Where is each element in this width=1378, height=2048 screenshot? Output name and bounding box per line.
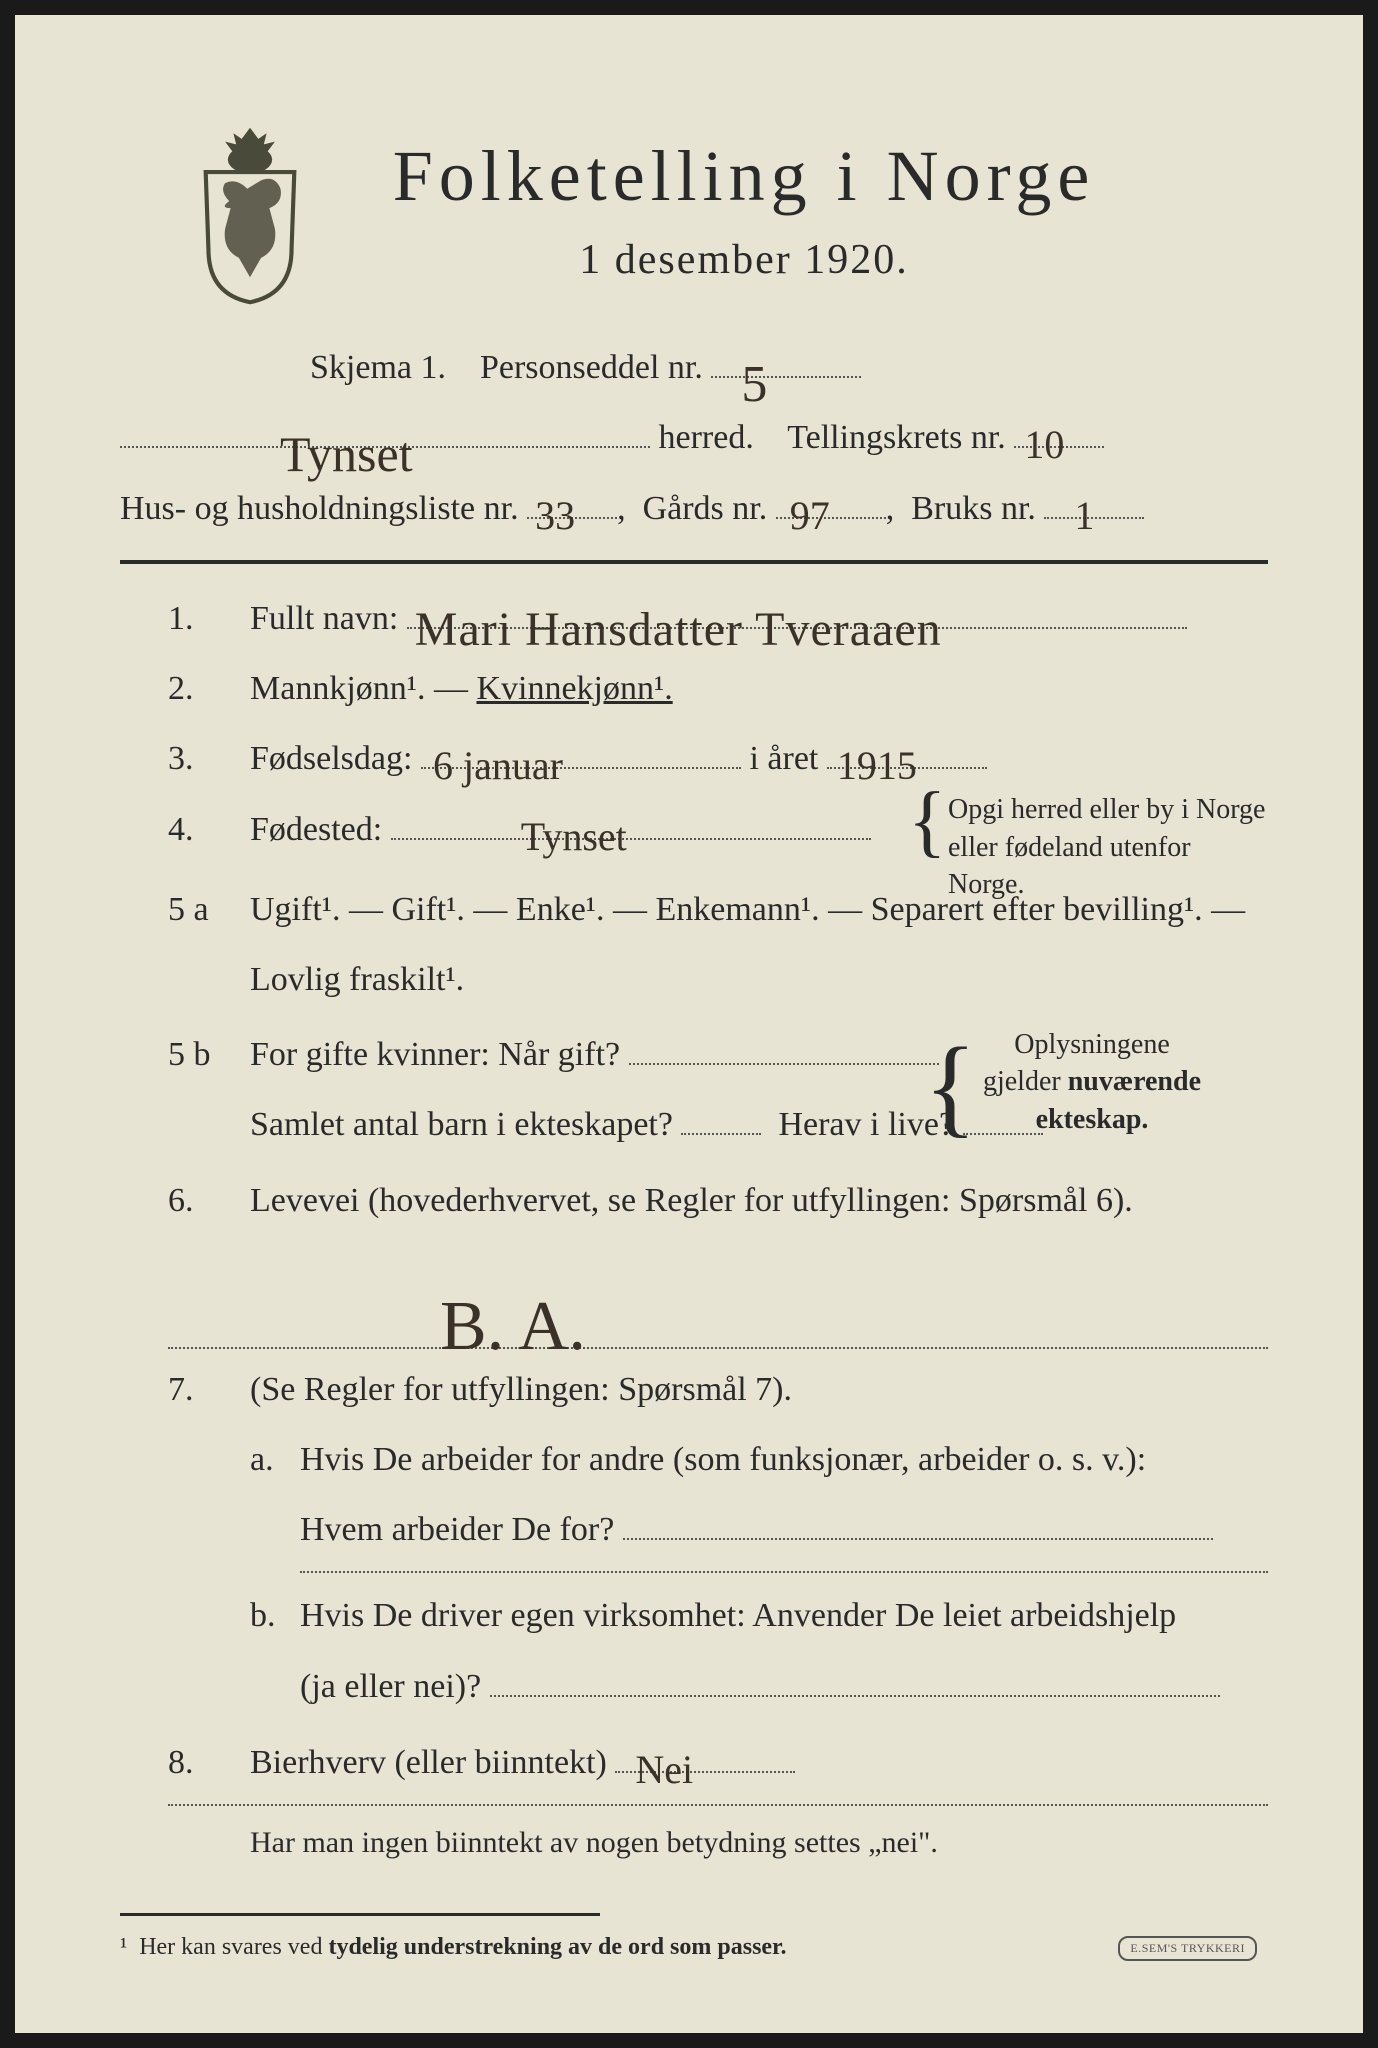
q3-year-label: i året <box>749 740 818 777</box>
footnote: ¹ Her kan svares ved tydelig understrekn… <box>120 1924 1268 1971</box>
q2-selected: Kvinnekjønn¹. <box>476 670 672 707</box>
q5b-num: 5 b <box>168 1022 211 1088</box>
q8-value: Nei <box>635 1731 693 1809</box>
herred-label: herred. <box>659 419 754 456</box>
q3-row: 3. Fødselsdag: 6 januar i året 1915 <box>120 726 1268 792</box>
q7a-row1: a. Hvis De arbeider for andre (som funks… <box>120 1427 1268 1493</box>
q1-label: Fullt navn: <box>250 600 398 637</box>
q3-num: 3. <box>168 726 194 792</box>
q4-label: Fødested: <box>250 811 382 848</box>
q7b-row1: b. Hvis De driver egen virksomhet: Anven… <box>120 1583 1268 1649</box>
census-form-page: Folketelling i Norge 1 desember 1920. Sk… <box>15 15 1363 2033</box>
stamp-text: E.SEM'S TRYKKERI <box>1130 1941 1245 1956</box>
q1-num: 1. <box>168 586 194 652</box>
q7a-text1: Hvis De arbeider for andre (som funksjon… <box>300 1441 1146 1478</box>
q7b-row2: (ja eller nei)? <box>120 1654 1268 1720</box>
q7b-num: b. <box>250 1583 276 1649</box>
footnote-rule <box>120 1913 600 1916</box>
bruks-value: 1 <box>1074 477 1094 555</box>
brace-icon: { <box>908 789 946 853</box>
q7a-rule <box>300 1571 1268 1573</box>
bruks-label: Bruks nr. <box>911 490 1036 527</box>
tail-note: Har man ingen biinntekt av nogen betydni… <box>250 1826 938 1859</box>
q5b-row2: Samlet antal barn i ekteskapet? Herav i … <box>120 1092 1268 1158</box>
gards-value: 97 <box>790 477 830 555</box>
q7a-text2: Hvem arbeider De for? <box>300 1511 614 1548</box>
printer-stamp: E.SEM'S TRYKKERI <box>1118 1936 1257 1961</box>
q6-row: 6. Levevei (hovederhvervet, se Regler fo… <box>120 1168 1268 1234</box>
q5b-row1: 5 b For gifte kvinner: Når gift? { Oplys… <box>120 1022 1268 1088</box>
tellingskrets-value: 10 <box>1024 406 1064 484</box>
q5a-text: Ugift¹. — Gift¹. — Enke¹. — Enkemann¹. —… <box>250 891 1245 928</box>
q8-num: 8. <box>168 1730 194 1796</box>
divider-top <box>120 560 1268 564</box>
q7b-text1: Hvis De driver egen virksomhet: Anvender… <box>300 1597 1176 1634</box>
q6-num: 6. <box>168 1168 194 1234</box>
q4-num: 4. <box>168 797 194 863</box>
main-title: Folketelling i Norge <box>360 135 1128 218</box>
q5b-line1a: For gifte kvinner: Når gift? <box>250 1036 620 1073</box>
tail-note-row: Har man ingen biinntekt av nogen betydni… <box>120 1814 1268 1873</box>
husliste-label: Hus- og husholdningsliste nr. <box>120 490 519 527</box>
coat-of-arms-icon <box>180 125 320 305</box>
husliste-value: 33 <box>535 477 575 555</box>
q7b-text2: (ja eller nei)? <box>300 1668 481 1705</box>
tellingskrets-label: Tellingskrets nr. <box>787 419 1006 456</box>
q7a-num: a. <box>250 1427 274 1493</box>
subtitle-date: 1 desember 1920. <box>360 236 1128 284</box>
q5a-text2: Lovlig fraskilt¹. <box>250 961 464 998</box>
title-block: Folketelling i Norge 1 desember 1920. <box>360 105 1268 284</box>
q7-row: 7. (Se Regler for utfyllingen: Spørsmål … <box>120 1357 1268 1423</box>
q7-text: (Se Regler for utfyllingen: Spørsmål 7). <box>250 1371 792 1408</box>
schema-row: Skjema 1. Personseddel nr. 5 <box>120 335 1268 401</box>
q4-row: 4. Fødested: Tynset { Opgi herred eller … <box>120 797 1268 863</box>
q5b-line2b: Herav i live? <box>778 1106 954 1143</box>
q3-label: Fødselsdag: <box>250 740 412 777</box>
q6-rule <box>168 1347 1268 1349</box>
q3-day-value: 6 januar <box>433 727 563 805</box>
personseddel-label: Personseddel nr. <box>480 349 703 386</box>
husliste-row: Hus- og husholdningsliste nr. 33 , Gårds… <box>120 476 1268 542</box>
gards-label: Gårds nr. <box>643 490 768 527</box>
herred-row: Tynset herred. Tellingskrets nr. 10 <box>120 405 1268 471</box>
q2-text: Mannkjønn¹. — <box>250 670 476 707</box>
header: Folketelling i Norge 1 desember 1920. <box>180 105 1268 305</box>
q4-note-1: Opgi herred eller by i Norge <box>948 791 1268 829</box>
q2-row: 2. Mannkjønn¹. — Kvinnekjønn¹. <box>120 656 1268 722</box>
q7a-row2: Hvem arbeider De for? <box>120 1497 1268 1563</box>
q4-value: Tynset <box>521 798 627 876</box>
q5a-num: 5 a <box>168 877 209 943</box>
form-body: Skjema 1. Personseddel nr. 5 Tynset herr… <box>120 335 1268 1971</box>
q1-row: 1. Fullt navn: Mari Hansdatter Tveraaen <box>120 586 1268 652</box>
q6-text: Levevei (hovederhvervet, se Regler for u… <box>250 1182 1133 1219</box>
q5b-note-1: Oplysningene <box>972 1026 1212 1064</box>
q5a-row: 5 a Ugift¹. — Gift¹. — Enke¹. — Enkemann… <box>120 877 1268 943</box>
q8-rule <box>168 1804 1268 1806</box>
schema-label: Skjema 1. <box>310 349 446 386</box>
q5b-line2a: Samlet antal barn i ekteskapet? <box>250 1106 673 1143</box>
q3-year-value: 1915 <box>837 727 917 805</box>
q7-num: 7. <box>168 1357 194 1423</box>
q8-label: Bierhverv (eller biinntekt) <box>250 1744 607 1781</box>
q5a-row2: Lovlig fraskilt¹. <box>120 947 1268 1013</box>
q8-row: 8. Bierhverv (eller biinntekt) Nei <box>120 1730 1268 1796</box>
q2-num: 2. <box>168 656 194 722</box>
q6-value-row: B. A. <box>120 1239 1268 1339</box>
